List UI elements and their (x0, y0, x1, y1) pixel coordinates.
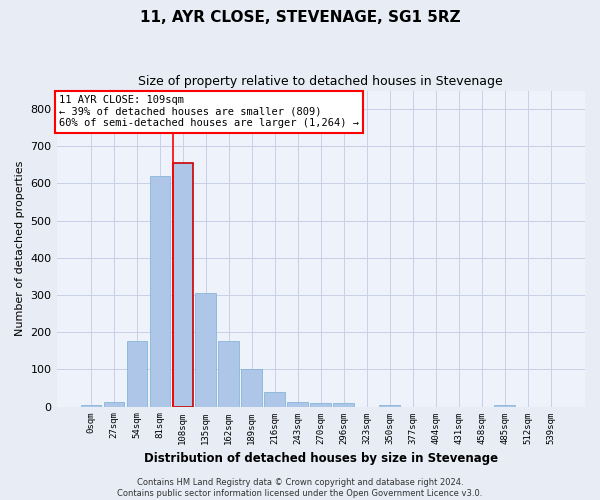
Bar (287, 402, 308, 406)
Bar (80, 404, 101, 406)
Bar (265, 392, 285, 406)
X-axis label: Distribution of detached houses by size in Stevenage: Distribution of detached houses by size … (144, 452, 498, 465)
Bar (218, 342, 239, 406)
Bar (104, 402, 124, 406)
Title: Size of property relative to detached houses in Stevenage: Size of property relative to detached ho… (139, 75, 503, 88)
Bar (334, 403, 354, 406)
Bar (127, 342, 147, 406)
Text: 11, AYR CLOSE, STEVENAGE, SG1 5RZ: 11, AYR CLOSE, STEVENAGE, SG1 5RZ (140, 10, 460, 25)
Text: Contains HM Land Registry data © Crown copyright and database right 2024.
Contai: Contains HM Land Registry data © Crown c… (118, 478, 482, 498)
Text: 11 AYR CLOSE: 109sqm
← 39% of detached houses are smaller (809)
60% of semi-deta: 11 AYR CLOSE: 109sqm ← 39% of detached h… (59, 96, 359, 128)
Bar (379, 404, 400, 406)
Bar (173, 163, 193, 406)
Bar (196, 293, 216, 406)
Y-axis label: Number of detached properties: Number of detached properties (15, 161, 25, 336)
Bar (494, 404, 515, 406)
Bar (310, 403, 331, 406)
Bar (149, 176, 170, 406)
Bar (241, 370, 262, 406)
